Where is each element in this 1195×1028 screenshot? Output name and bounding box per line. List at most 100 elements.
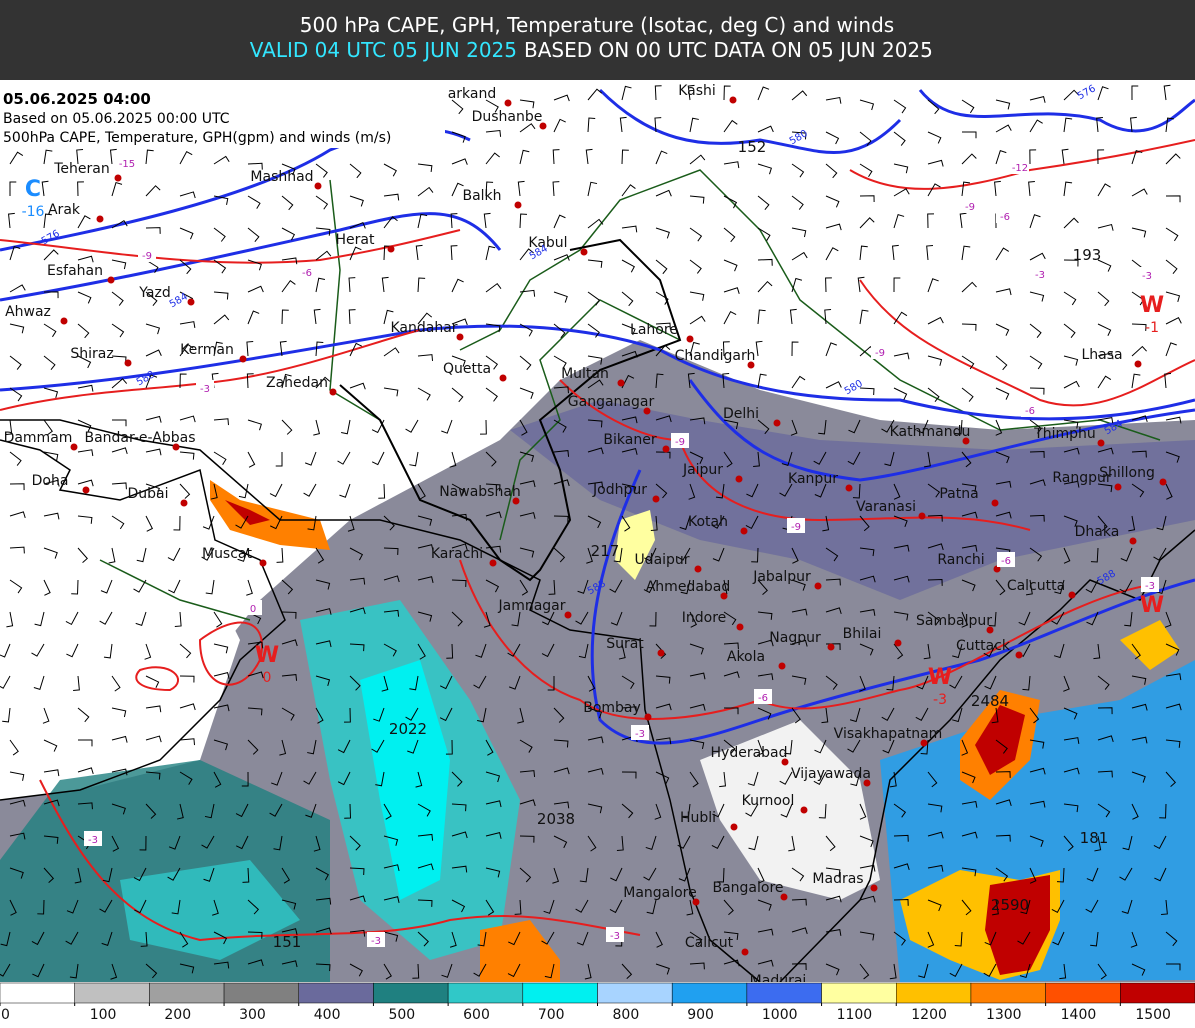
wind-barb [1131, 675, 1147, 685]
wind-barb [859, 387, 875, 396]
city-label: Madras [812, 871, 863, 887]
wind-barb [281, 163, 296, 176]
wind-barb [995, 834, 1011, 842]
wind-barb [281, 579, 294, 595]
city-dot [652, 495, 660, 503]
wind-barb [723, 671, 740, 679]
wind-barb [995, 799, 1012, 807]
wind-barb [145, 227, 161, 234]
wind-barb [587, 515, 602, 529]
wind-barb [689, 117, 699, 133]
city-label: Balkh [462, 188, 501, 204]
city-label: Yazd [138, 285, 170, 301]
wind-barb [383, 864, 400, 872]
wind-barb [553, 835, 568, 849]
wind-barb [179, 151, 193, 165]
wind-barb [995, 247, 1010, 261]
wind-barb [927, 387, 940, 402]
city-dot [107, 276, 115, 284]
wind-barb [281, 639, 298, 647]
wind-barb [1165, 643, 1180, 656]
wind-barb [417, 354, 434, 361]
wind-barb [417, 186, 434, 197]
wind-barb [1119, 867, 1133, 881]
wind-barb [168, 579, 181, 594]
wind-barb [485, 387, 498, 402]
wind-barb [1085, 579, 1099, 594]
wind-barb [446, 643, 454, 659]
wind-barb [1063, 835, 1074, 852]
header-bar [0, 0, 1195, 80]
city-dot [800, 806, 808, 814]
wind-barb [552, 867, 560, 884]
wind-barb [349, 577, 366, 585]
wind-barb [1029, 323, 1042, 338]
wind-barb [1025, 579, 1033, 596]
wind-barb [616, 835, 624, 851]
wind-barb [485, 832, 502, 839]
info-date: 05.06.2025 04:00 [3, 90, 151, 108]
wind-barb [111, 735, 128, 743]
wind-barb [383, 309, 394, 325]
wind-barb [480, 419, 487, 435]
wind-barb [1153, 835, 1167, 850]
wind-barb [751, 547, 759, 563]
wind-barb [1128, 515, 1136, 532]
wind-barb [383, 547, 399, 555]
wind-barb [174, 611, 182, 627]
isotherm-box [871, 344, 889, 359]
wind-barb [145, 803, 157, 819]
wind-barb [485, 483, 501, 492]
wind-barb [825, 163, 838, 179]
wind-barb [686, 899, 694, 916]
city-dot [845, 484, 853, 492]
wind-barb [1097, 223, 1114, 231]
wind-barb [9, 771, 25, 781]
wind-barb [553, 94, 570, 102]
wind-barb [507, 643, 521, 657]
wind-barb [508, 675, 521, 690]
wind-barb [179, 703, 196, 711]
wind-barb [621, 416, 638, 424]
wind-barb [1155, 579, 1167, 595]
wind-barb [893, 643, 904, 660]
wind-barb [1131, 803, 1139, 820]
wind-barb [417, 931, 429, 947]
city-dot [729, 96, 737, 104]
wind-barb [136, 547, 147, 563]
isotherm-box [367, 932, 385, 947]
wind-barb [587, 803, 603, 814]
wind-barb [519, 451, 535, 463]
wind-barb [756, 739, 764, 756]
wind-barb [619, 116, 627, 133]
wind-barb [712, 547, 725, 562]
wind-barb [43, 512, 60, 520]
wind-barb [553, 450, 570, 457]
wind-barb [315, 707, 324, 724]
city-label: Chandigarh [675, 348, 756, 364]
wind-barb [281, 309, 289, 325]
wind-barb [859, 803, 867, 820]
wind-barb [923, 643, 931, 660]
wind-barb [859, 163, 873, 178]
wind-barb [247, 451, 256, 468]
city-dot [894, 639, 902, 647]
wind-barb [927, 213, 935, 229]
city-dot [735, 475, 743, 483]
wind-barb [961, 131, 977, 139]
wind-barb [242, 867, 250, 883]
wind-barb [344, 707, 351, 723]
wind-barb [954, 419, 963, 435]
wind-barb [995, 419, 1003, 436]
wind-barb [1090, 931, 1099, 947]
pressure-center: W [928, 665, 952, 690]
wind-barb [176, 803, 184, 820]
wind-barb [757, 86, 770, 101]
wind-barb [983, 643, 997, 657]
wind-barb [655, 771, 670, 784]
wind-barb [473, 675, 487, 689]
wind-barb [9, 355, 22, 370]
isotherm-box [244, 600, 262, 615]
wind-barb [519, 99, 535, 109]
wind-barb [31, 643, 45, 657]
